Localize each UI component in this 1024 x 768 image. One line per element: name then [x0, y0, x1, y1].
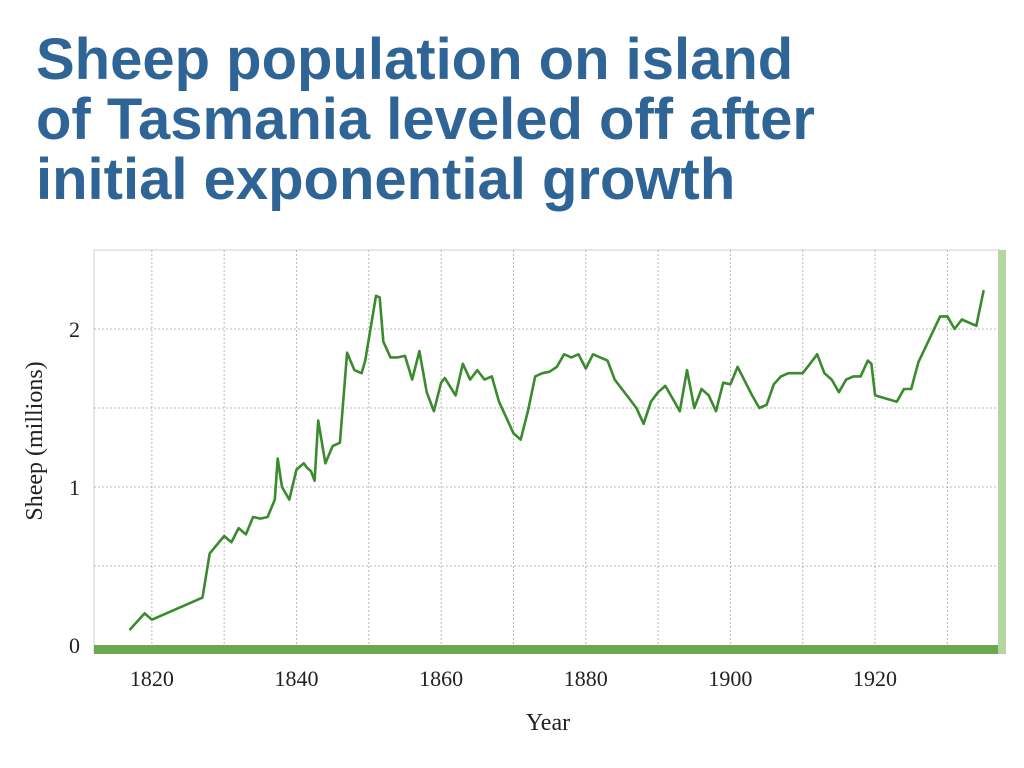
y-axis-title: Sheep (millions) — [22, 361, 48, 520]
y-tick-label: 1 — [69, 475, 80, 500]
x-tick-labels: 1820 1840 1860 1880 1900 1920 — [130, 666, 897, 691]
slide-title-line-1: Sheep population on island — [36, 27, 794, 92]
sheep-population-line — [128, 289, 985, 631]
x-tick-label: 1880 — [564, 666, 608, 691]
x-axis-bar — [94, 645, 1002, 654]
x-tick-label: 1920 — [853, 666, 897, 691]
slide-title-line-2: of Tasmania leveled off after — [36, 87, 815, 152]
right-edge-bar — [998, 250, 1006, 654]
x-tick-label: 1820 — [130, 666, 174, 691]
x-tick-label: 1840 — [274, 666, 318, 691]
plot-area — [93, 249, 1001, 653]
y-tick-label: 0 — [69, 633, 80, 658]
grid-lines — [94, 250, 998, 645]
y-tick-labels: 0 1 2 — [69, 317, 80, 658]
slide-title: Sheep population on island of Tasmania l… — [36, 30, 996, 210]
x-tick-label: 1900 — [708, 666, 752, 691]
x-axis-title: Year — [526, 710, 570, 736]
slide-title-line-3: initial exponential growth — [36, 147, 736, 212]
y-tick-label: 2 — [69, 317, 80, 342]
x-tick-label: 1860 — [419, 666, 463, 691]
